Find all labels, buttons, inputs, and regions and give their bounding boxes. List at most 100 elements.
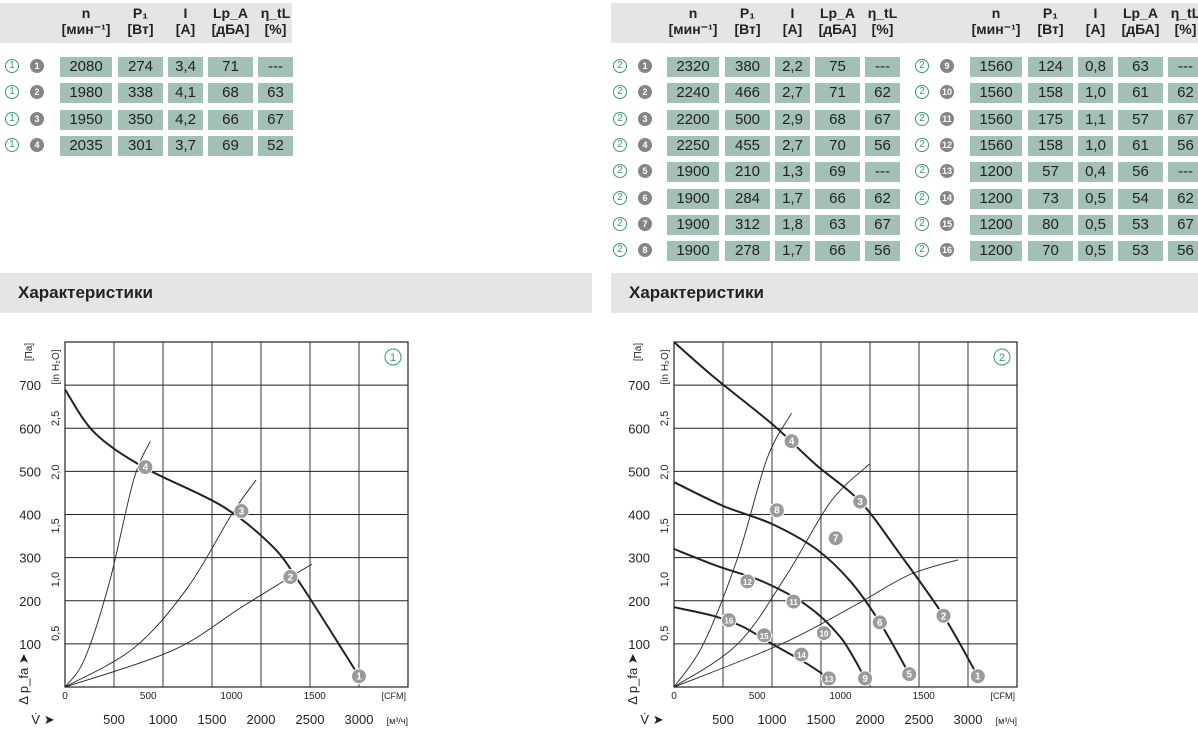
- column-header-4: η_tL [%]: [859, 5, 906, 37]
- table-cell: 2250: [667, 135, 719, 156]
- column-header-unit: [A]: [1085, 21, 1106, 37]
- x-tick-label-cfm: 1500: [304, 691, 327, 702]
- marker-circle: [827, 530, 844, 547]
- x-tick-label-m3h: 3000: [954, 712, 983, 727]
- fan-curve: [673, 548, 866, 679]
- operating-point-marker: 1: [969, 668, 986, 685]
- column-header-unit: [Вт]: [1037, 21, 1064, 37]
- marker-circle: [282, 569, 299, 586]
- column-header-unit: [дБА]: [1121, 21, 1160, 37]
- column-header-title: P₁: [739, 5, 756, 21]
- point-badge: 1: [30, 59, 44, 73]
- table-cell: 61: [1118, 135, 1163, 156]
- section-title-right: Характеристики: [629, 283, 764, 302]
- x-tick-label-m3h: 1500: [198, 712, 227, 727]
- fan-curve-chart-1: 100 200 300 400 500 600 700 0,5 1,0 1,5 2,0 2,5 [Па]…: [16, 341, 409, 727]
- x-axis-unit-m3h: [м³/ч]: [387, 716, 408, 726]
- y2-axis-unit: [in H₂O]: [51, 349, 62, 384]
- column-header-0: n [мин⁻¹]: [661, 5, 725, 37]
- curve-badge: 2: [613, 216, 627, 231]
- table-cell: 380: [725, 57, 770, 77]
- table-cell: 62: [865, 83, 900, 104]
- table-cell: 69: [208, 135, 253, 156]
- column-header-title: I: [790, 5, 795, 21]
- column-header-title: Lp_A: [820, 5, 855, 21]
- table-cell: 67: [258, 109, 293, 130]
- column-header-title: η_tL: [260, 5, 291, 21]
- y-axis-unit: [Па]: [633, 343, 644, 362]
- marker-label: 9: [862, 674, 868, 685]
- section-bar-right: [611, 273, 1198, 313]
- column-header-title: n: [991, 5, 1001, 21]
- table-cell: 75: [815, 57, 860, 77]
- y-tick-label: 100: [628, 637, 650, 652]
- column-header-0: n [мин⁻¹]: [964, 5, 1028, 37]
- operating-point-marker: 2: [935, 607, 952, 624]
- table-cell: 53: [1118, 241, 1163, 262]
- column-header-unit: [%]: [264, 21, 287, 37]
- table-cell: 124: [1028, 57, 1073, 77]
- y2-axis-unit: [in H₂O]: [660, 349, 671, 384]
- curve-badge: 2: [915, 164, 929, 179]
- x-tick-label-m3h: 2500: [905, 712, 934, 727]
- system-curve: [673, 463, 871, 688]
- marker-label: 7: [833, 534, 839, 545]
- section-bar-left: [0, 273, 592, 313]
- marker-circle: [739, 573, 756, 590]
- marker-label: 15: [760, 632, 769, 641]
- chart-badge-circle: [384, 348, 402, 366]
- marker-circle: [820, 670, 837, 687]
- point-badge: 3: [30, 111, 44, 126]
- table-cell: 1,0: [1078, 83, 1113, 104]
- column-header-2: I [A]: [162, 5, 209, 37]
- x-tick-label-cfm: 500: [749, 691, 766, 702]
- table-cell: 1560: [970, 83, 1022, 104]
- curve-badge: 2: [613, 164, 627, 179]
- operating-point-marker: 4: [783, 433, 800, 450]
- y-tick-label: 600: [19, 421, 41, 436]
- y-tick-label: 500: [628, 464, 650, 479]
- curve-badge: 1: [5, 59, 19, 73]
- table-cell: 63: [258, 83, 293, 104]
- column-header-unit: [мин⁻¹]: [971, 21, 1021, 37]
- marker-label: 1: [975, 672, 981, 683]
- table-cell: 53: [1118, 214, 1163, 235]
- column-header-2: I [A]: [769, 5, 816, 37]
- table-cell: 1200: [970, 241, 1022, 262]
- table-cell: 301: [118, 135, 163, 156]
- table-cell: ---: [1168, 57, 1198, 77]
- table-cell: 1200: [970, 162, 1022, 183]
- column-header-title: η_tL: [1170, 5, 1198, 21]
- operating-point-marker: 15: [756, 627, 773, 644]
- operating-point-marker: 4: [137, 459, 154, 476]
- marker-label: 16: [724, 617, 733, 626]
- table-cell: ---: [258, 57, 293, 77]
- y-axis-label: Δ p_fa ➤: [625, 653, 640, 704]
- y2-tick-label: 2,0: [50, 465, 62, 480]
- table-cell: 2200: [667, 109, 719, 130]
- column-header-title: n: [688, 5, 698, 21]
- y-tick-label: 700: [628, 378, 650, 393]
- y-tick-label: 500: [19, 464, 41, 479]
- column-header-unit: [A]: [782, 21, 803, 37]
- column-header-unit: [мин⁻¹]: [668, 21, 718, 37]
- column-header-unit: [A]: [175, 21, 196, 37]
- fan-curve-chart-2: 1002003004005006007000,51,01,52,02,5[Па]…: [625, 341, 1018, 727]
- point-badge: 2: [30, 85, 44, 100]
- y-tick-label: 700: [19, 378, 41, 393]
- table-cell: 1980: [60, 83, 112, 104]
- table2-header-bar: [611, 3, 1198, 43]
- y2-tick-label: 0,5: [50, 626, 62, 641]
- column-header-3: Lp_A [дБА]: [202, 5, 259, 37]
- table-cell: 61: [1118, 83, 1163, 104]
- table-cell: 56: [1168, 135, 1198, 156]
- marker-circle: [901, 666, 918, 683]
- x-axis-unit-cfm: [CFM]: [382, 691, 407, 701]
- x-tick-label-m3h: 1500: [807, 712, 836, 727]
- table-cell: 69: [815, 162, 860, 183]
- operating-point-marker: 6: [871, 614, 888, 631]
- column-header-2: I [A]: [1072, 5, 1119, 37]
- marker-label: 4: [143, 463, 149, 474]
- table-cell: 2,7: [775, 83, 810, 104]
- table-cell: 66: [815, 241, 860, 262]
